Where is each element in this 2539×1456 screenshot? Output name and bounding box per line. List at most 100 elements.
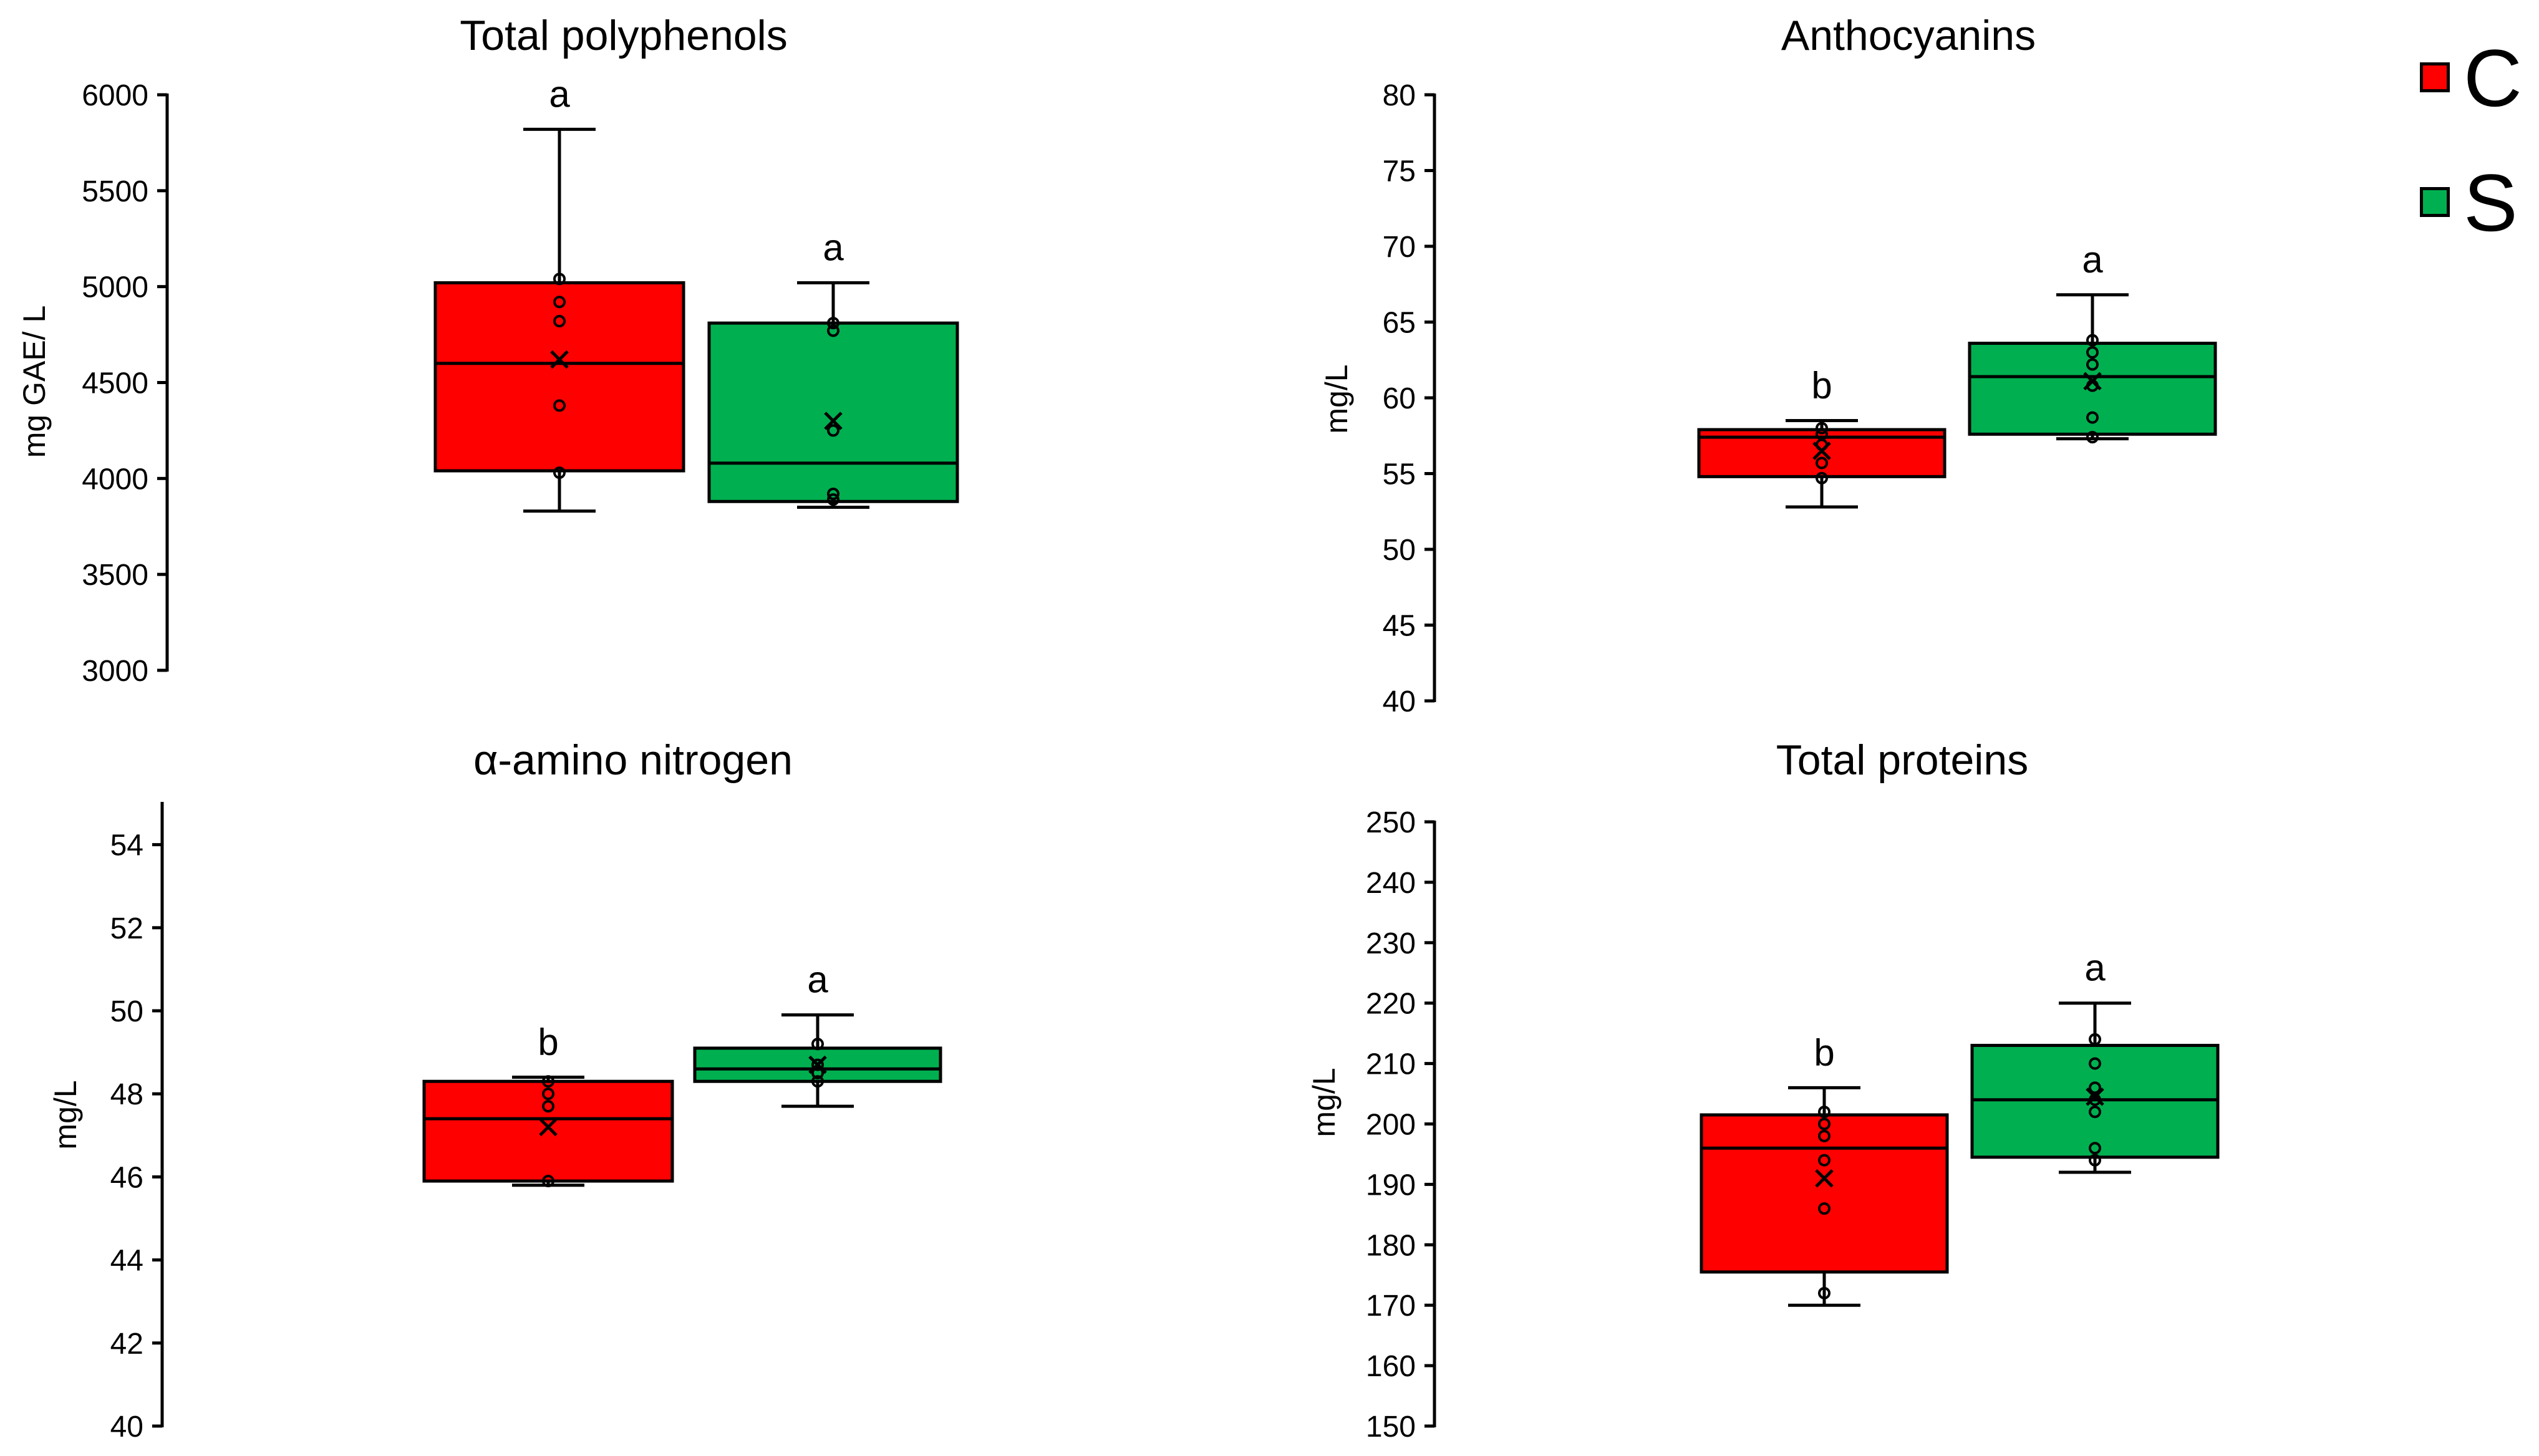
y-tick-label: 50 — [1383, 534, 1416, 567]
data-point — [1818, 1202, 1830, 1215]
data-point — [811, 1066, 824, 1079]
y-axis-label: mg/L — [1319, 364, 1354, 433]
panel-title: Total polyphenols — [460, 12, 787, 59]
mean-marker — [550, 350, 569, 369]
y-tick-label: 55 — [1383, 458, 1416, 491]
panel-title: Total proteins — [1776, 736, 2028, 784]
significance-letter: a — [807, 959, 828, 1001]
significance-letter: a — [823, 227, 844, 269]
data-point — [1816, 422, 1828, 435]
data-point — [2086, 431, 2099, 444]
y-tick-label: 4000 — [82, 463, 148, 496]
data-point — [2089, 1057, 2101, 1070]
y-tick-label: 180 — [1366, 1229, 1416, 1262]
y-tick-label: 220 — [1366, 988, 1416, 1021]
mean-marker-stroke — [2083, 372, 2102, 391]
data-point — [1818, 1129, 1830, 1142]
data-point — [542, 1175, 554, 1188]
y-axis-label: mg GAE/ L — [17, 306, 52, 458]
mean-marker — [2083, 372, 2102, 391]
legend-item-s: S — [2420, 162, 2539, 243]
box-c — [422, 1079, 674, 1183]
panel-anthocyanins: Anthocyanins mg/L 40 45 50 55 60 65 70 75 80 b a — [1319, 12, 2217, 718]
mean-marker-stroke — [2086, 1087, 2104, 1106]
data-point — [827, 424, 839, 437]
data-point — [2089, 1081, 2101, 1094]
panel-total-polyphenols: Total polyphenols mg GAE/ L 3000 3500 4000… — [17, 12, 959, 688]
data-point — [542, 1100, 554, 1113]
data-point — [553, 315, 566, 328]
box-c — [433, 281, 685, 473]
y-tick-label: 190 — [1366, 1169, 1416, 1202]
panel-title: Anthocyanins — [1781, 12, 2036, 59]
y-tick-label: 250 — [1366, 806, 1416, 839]
data-point — [553, 466, 566, 480]
mean-marker — [2086, 1087, 2104, 1106]
mean-marker — [808, 1055, 827, 1074]
significance-letter: a — [2082, 239, 2103, 281]
box-s — [707, 321, 959, 503]
mean-marker-stroke — [539, 1117, 558, 1137]
significance-letter: b — [1811, 364, 1832, 406]
significance-letter: a — [2084, 947, 2106, 989]
y-tick-label: 210 — [1366, 1048, 1416, 1081]
data-point — [2089, 1154, 2101, 1167]
mean-marker — [1812, 441, 1831, 460]
y-tick-label: 60 — [1383, 382, 1416, 415]
y-tick-label: 44 — [110, 1245, 143, 1278]
significance-letter: a — [549, 73, 570, 115]
data-point — [1816, 471, 1828, 485]
significance-letter: b — [538, 1021, 558, 1063]
data-point — [811, 1075, 824, 1088]
legend-label-s: S — [2464, 157, 2518, 248]
mean-marker — [824, 412, 843, 430]
mean-marker-stroke — [824, 412, 843, 430]
y-tick-label: 4500 — [82, 367, 148, 400]
y-tick-label: 65 — [1383, 307, 1416, 340]
box-c — [1700, 1113, 1949, 1274]
data-point — [2086, 358, 2099, 371]
mean-marker-stroke — [1812, 441, 1831, 460]
data-point — [2089, 1033, 2101, 1046]
y-tick-label: 75 — [1383, 155, 1416, 188]
y-axis-label: mg/L — [1307, 1068, 1342, 1137]
y-tick-label: 230 — [1366, 927, 1416, 960]
data-point — [1818, 1286, 1830, 1299]
data-point — [542, 1087, 554, 1101]
data-point — [2086, 334, 2099, 347]
y-tick-label: 150 — [1366, 1410, 1416, 1444]
data-point — [553, 399, 566, 412]
panel-total-proteins: Total proteins mg/L 150 160 170 180 190 200 21… — [1307, 736, 2220, 1444]
y-tick-label: 200 — [1366, 1109, 1416, 1142]
panel-title: α-amino nitrogen — [473, 736, 793, 784]
panel-alpha-amino-nitrogen: α-amino nitrogen mg/L 40 42 44 46 48 50 52 54 b a — [48, 736, 942, 1444]
data-point — [1818, 1117, 1830, 1131]
data-point — [1818, 1154, 1830, 1167]
y-tick-label: 40 — [1383, 685, 1416, 718]
data-point — [827, 317, 839, 330]
y-tick-label: 50 — [110, 995, 143, 1028]
data-point — [811, 1058, 824, 1071]
y-tick-label: 48 — [110, 1078, 143, 1111]
y-tick-label: 3000 — [82, 655, 148, 688]
y-tick-label: 45 — [1383, 610, 1416, 643]
y-tick-label: 54 — [110, 829, 143, 862]
legend-item-c: C — [2420, 37, 2539, 118]
legend-swatch-s — [2420, 187, 2450, 217]
y-tick-label: 42 — [110, 1328, 143, 1361]
legend-label-c: C — [2464, 32, 2522, 123]
data-point — [2089, 1142, 2101, 1155]
y-tick-label: 170 — [1366, 1290, 1416, 1323]
y-tick-label: 80 — [1383, 79, 1416, 112]
y-tick-label: 160 — [1366, 1350, 1416, 1383]
data-point — [2086, 411, 2099, 424]
data-point — [827, 324, 839, 337]
y-tick-label: 6000 — [82, 79, 148, 112]
data-point — [2086, 346, 2099, 359]
mean-marker-stroke — [550, 350, 569, 369]
y-tick-label: 240 — [1366, 867, 1416, 900]
mean-marker-stroke — [1815, 1169, 1834, 1188]
data-point — [811, 1038, 824, 1051]
mean-marker — [539, 1117, 558, 1137]
data-point — [542, 1075, 554, 1088]
